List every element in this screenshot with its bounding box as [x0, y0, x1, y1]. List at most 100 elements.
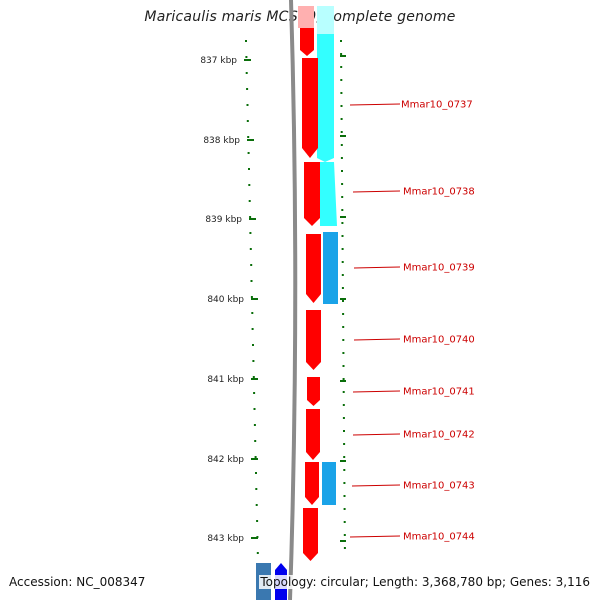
- major-tick: [340, 298, 346, 300]
- minor-tick: [343, 534, 346, 536]
- minor-tick: [246, 104, 249, 106]
- minor-tick: [343, 495, 346, 497]
- kbp-label: 843 kbp: [207, 534, 244, 544]
- minor-tick: [251, 328, 254, 330]
- minor-tick: [249, 232, 252, 234]
- major-tick: [244, 59, 251, 61]
- minor-tick: [342, 300, 344, 302]
- minor-tick: [342, 404, 345, 406]
- minor-tick: [255, 472, 257, 474]
- minor-tick: [342, 365, 345, 367]
- minor-tick: [340, 79, 343, 81]
- minor-tick: [341, 196, 344, 198]
- minor-tick: [246, 88, 249, 90]
- minor-tick: [255, 504, 258, 506]
- minor-tick: [250, 264, 253, 266]
- cds-arrow: [298, 6, 314, 28]
- minor-tick: [341, 235, 344, 237]
- gene-label: Mmar10_0738: [403, 187, 475, 198]
- cds-arrow: [306, 310, 321, 370]
- minor-tick: [247, 152, 250, 154]
- minor-tick: [247, 136, 250, 138]
- kbp-label: 838 kbp: [203, 136, 240, 146]
- gene-leader-line: [352, 433, 401, 436]
- kbp-label: 840 kbp: [207, 295, 244, 305]
- minor-tick: [253, 408, 256, 410]
- minor-tick: [246, 120, 249, 122]
- cds-arrow: [302, 58, 318, 158]
- major-tick: [340, 380, 346, 382]
- major-tick: [340, 135, 346, 137]
- gene-label: Mmar10_0737: [401, 100, 473, 111]
- minor-tick: [343, 430, 345, 432]
- minor-tick: [250, 296, 253, 298]
- cds-arrow: [304, 162, 320, 226]
- cds-arrow: [306, 234, 321, 303]
- gene-label: Mmar10_0741: [403, 387, 475, 398]
- major-tick: [340, 55, 346, 57]
- minor-tick: [252, 360, 255, 362]
- gene-leader-line: [353, 266, 401, 269]
- minor-tick: [340, 40, 342, 42]
- minor-tick: [340, 118, 343, 120]
- minor-tick: [252, 376, 255, 378]
- minor-tick: [340, 53, 343, 55]
- minor-tick: [248, 200, 251, 202]
- minor-tick: [343, 508, 346, 510]
- minor-tick: [342, 326, 345, 328]
- gene-leader-line: [352, 190, 401, 193]
- accession-text: Accession: NC_008347: [9, 575, 146, 589]
- minor-tick: [341, 222, 344, 224]
- minor-tick: [256, 520, 259, 522]
- similarity-hit: [320, 162, 337, 226]
- minor-tick: [341, 248, 344, 250]
- minor-tick: [342, 378, 345, 380]
- gene-leader-line: [353, 338, 401, 341]
- cds-arrow: [306, 409, 320, 460]
- similarity-hit: [317, 34, 334, 162]
- minor-tick: [248, 168, 250, 170]
- minor-tick: [340, 66, 343, 68]
- major-tick: [247, 139, 254, 141]
- minor-tick: [245, 40, 247, 42]
- minor-tick: [341, 287, 344, 289]
- minor-tick: [343, 547, 346, 549]
- similarity-hit: [317, 6, 334, 34]
- major-tick: [249, 218, 256, 220]
- minor-tick: [340, 144, 343, 146]
- genome-backbone: [288, 0, 298, 600]
- major-tick: [340, 216, 346, 218]
- minor-tick: [250, 280, 253, 282]
- gene-leader-line: [349, 535, 401, 538]
- cds-arrow: [305, 462, 319, 505]
- minor-tick: [251, 312, 254, 314]
- cds-arrow: [307, 377, 320, 406]
- minor-tick: [343, 443, 346, 445]
- major-tick: [251, 298, 258, 300]
- minor-tick: [343, 482, 346, 484]
- similarity-hit: [323, 232, 338, 304]
- similarity-hit: [322, 462, 336, 505]
- kbp-label: 839 kbp: [205, 215, 242, 225]
- minor-tick: [252, 344, 254, 346]
- major-tick: [251, 458, 258, 460]
- minor-tick: [341, 261, 344, 263]
- minor-tick: [256, 552, 259, 554]
- gene-label: Mmar10_0739: [403, 263, 475, 274]
- minor-tick: [343, 456, 346, 458]
- cds-arrow: [300, 28, 314, 56]
- minor-tick: [254, 440, 257, 442]
- minor-tick: [256, 536, 259, 538]
- minor-tick: [255, 488, 258, 490]
- gene-label: Mmar10_0742: [403, 430, 475, 441]
- gene-label: Mmar10_0744: [403, 532, 475, 543]
- minor-tick: [340, 92, 343, 94]
- minor-tick: [342, 417, 345, 419]
- kbp-label: 841 kbp: [207, 375, 244, 385]
- minor-tick: [340, 157, 343, 159]
- minor-tick: [341, 170, 343, 172]
- gene-leader-line: [349, 103, 401, 106]
- minor-tick: [342, 352, 345, 354]
- minor-tick: [342, 391, 345, 393]
- minor-tick: [342, 339, 345, 341]
